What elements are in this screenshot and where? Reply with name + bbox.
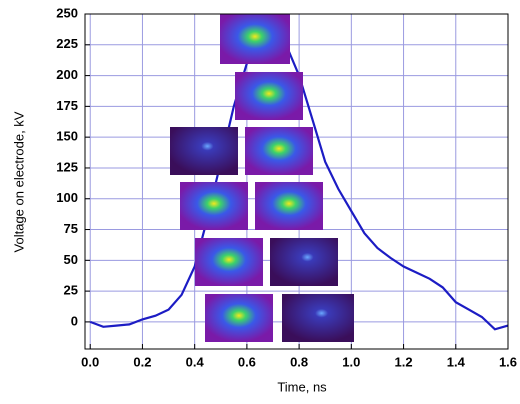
inset-image: [235, 72, 303, 120]
y-tick-label: 25: [64, 283, 78, 298]
y-tick-label: 50: [64, 252, 78, 267]
inset-image: [205, 294, 273, 342]
inset-image: [220, 14, 290, 64]
inset-image: [180, 182, 248, 230]
y-axis-label: Voltage on electrode, kV: [11, 111, 26, 252]
x-axis-label: Time, ns: [277, 379, 327, 394]
y-tick-label: 175: [56, 98, 78, 113]
inset-image: [170, 127, 238, 175]
x-tick-label: 0.4: [186, 354, 205, 369]
x-tick-label: 0.0: [81, 354, 99, 369]
x-tick-label: 1.4: [447, 354, 466, 369]
y-tick-label: 75: [64, 221, 78, 236]
y-tick-label: 100: [56, 190, 78, 205]
inset-image: [270, 238, 338, 286]
x-tick-label: 1.0: [342, 354, 360, 369]
x-tick-label: 0.6: [238, 354, 256, 369]
x-tick-label: 1.6: [499, 354, 517, 369]
inset-image: [195, 238, 263, 286]
y-tick-label: 150: [56, 129, 78, 144]
y-tick-label: 0: [71, 313, 78, 328]
inset-image: [255, 182, 323, 230]
plot-frame: [84, 13, 509, 350]
inset-image: [245, 127, 313, 175]
x-tick-label: 1.2: [395, 354, 413, 369]
x-tick-label: 0.8: [290, 354, 308, 369]
y-tick-label: 125: [56, 159, 78, 174]
inset-image: [282, 294, 354, 342]
y-tick-label: 200: [56, 67, 78, 82]
y-tick-label: 250: [56, 5, 78, 20]
x-tick-label: 0.2: [133, 354, 151, 369]
y-tick-label: 225: [56, 36, 78, 51]
